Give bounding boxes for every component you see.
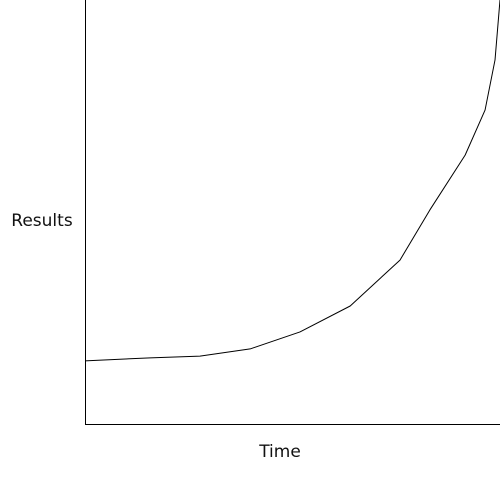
x-axis-label: Time (258, 442, 301, 462)
line (84, 0, 500, 362)
y-axis-label: Results (11, 211, 73, 231)
